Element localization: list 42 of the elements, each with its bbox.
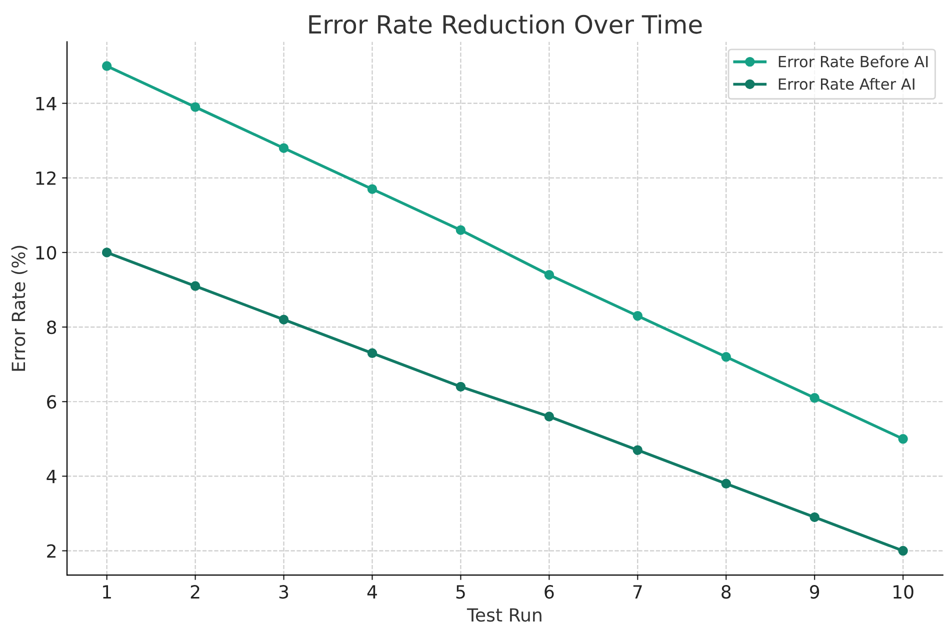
y-tick-label: 14 <box>36 97 56 110</box>
x-tick-label: 1 <box>103 585 111 598</box>
point <box>721 478 731 489</box>
x-tick-label: 7 <box>633 585 642 598</box>
y-tick-label: 6 <box>47 395 56 409</box>
point <box>367 184 378 194</box>
point <box>190 102 200 112</box>
point <box>810 512 820 522</box>
point <box>810 393 820 403</box>
point <box>721 352 731 362</box>
x-tick-label: 5 <box>456 585 465 599</box>
y-tick-label: 8 <box>47 320 56 334</box>
x-tick-label: 8 <box>722 585 731 599</box>
legend-label: Error Rate After AI <box>778 78 914 90</box>
y-tick-label: 10 <box>36 246 56 260</box>
y-axis-title: Error Rate (%) <box>11 246 28 371</box>
point <box>632 445 643 455</box>
point <box>544 270 554 280</box>
chart-title: Error Rate Reduction Over Time <box>309 14 702 34</box>
point <box>190 281 200 291</box>
x-tick-label: 2 <box>190 585 200 598</box>
y-tick-label: 4 <box>46 470 56 484</box>
point <box>278 143 289 153</box>
point <box>456 382 466 392</box>
point <box>456 225 466 235</box>
point <box>278 314 289 324</box>
point <box>102 61 112 71</box>
x-tick-label: 4 <box>367 585 377 598</box>
x-axis-title: Test Run <box>466 608 542 622</box>
x-tick-label: 6 <box>544 585 554 599</box>
x-tick-label: 3 <box>279 585 288 599</box>
point <box>367 348 378 358</box>
point <box>898 546 908 556</box>
point <box>544 412 554 422</box>
point <box>632 311 643 321</box>
x-tick-label: 10 <box>894 585 914 599</box>
legend-label: Error Rate Before AI <box>778 56 928 68</box>
point <box>898 434 908 444</box>
x-tick-label: 9 <box>810 585 820 599</box>
y-tick-label: 12 <box>36 171 56 185</box>
y-tick-label: 2 <box>47 544 56 558</box>
point <box>102 248 112 258</box>
